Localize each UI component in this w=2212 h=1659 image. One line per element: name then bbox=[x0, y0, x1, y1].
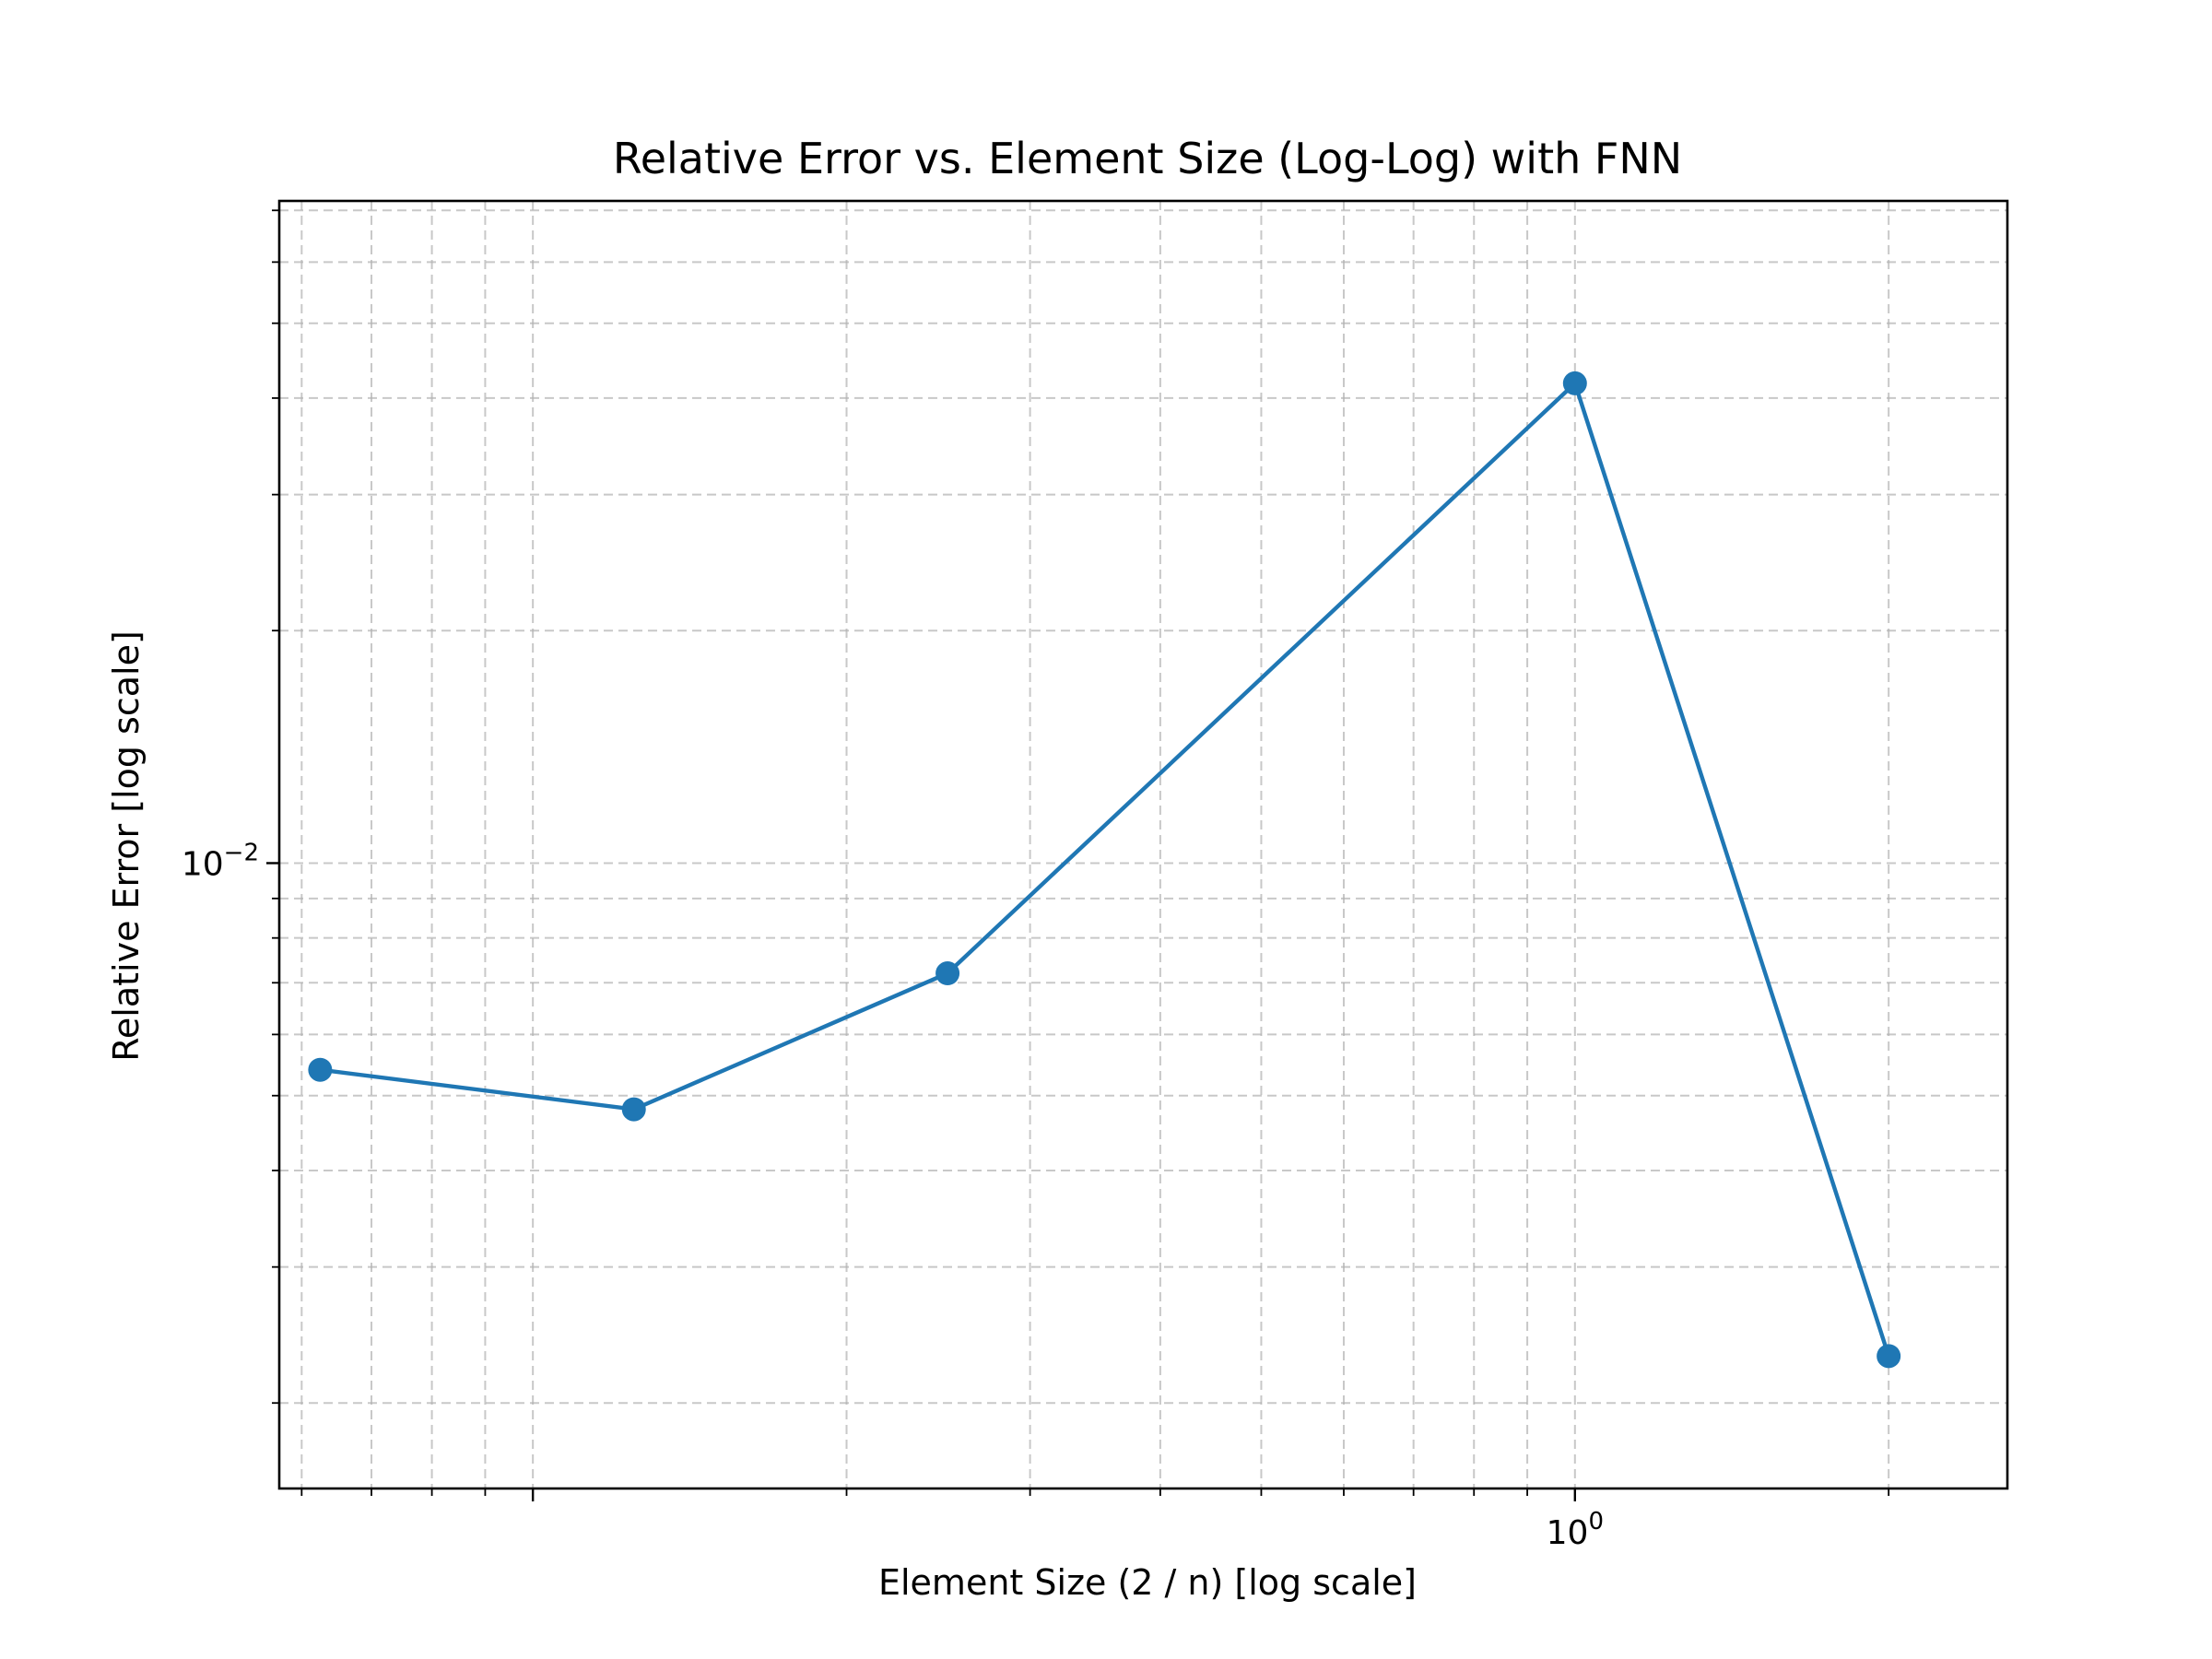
y-axis-label: Relative Error [log scale] bbox=[106, 630, 147, 1062]
data-point bbox=[308, 1057, 333, 1082]
series-line bbox=[318, 381, 1891, 1359]
data-point bbox=[1877, 1344, 1901, 1369]
y-tick-label-base: 10 bbox=[182, 845, 224, 883]
plot-frame bbox=[277, 199, 2009, 1490]
x-tick-label-exponent: 0 bbox=[1588, 1508, 1604, 1535]
x-axis-label: Element Size (2 / n) [log scale] bbox=[878, 1562, 1417, 1603]
y-tick-label: 10−2 bbox=[182, 839, 259, 883]
x-tick-label: 100 bbox=[1547, 1508, 1604, 1552]
chart-title: Relative Error vs. Element Size (Log-Log… bbox=[613, 134, 1682, 183]
data-point bbox=[1562, 371, 1587, 395]
x-tick-label-base: 10 bbox=[1547, 1514, 1589, 1552]
data-point bbox=[621, 1097, 646, 1122]
y-tick-label-exponent: −2 bbox=[224, 839, 259, 866]
series-group bbox=[308, 371, 1901, 1369]
grid-lines bbox=[279, 201, 2007, 1488]
data-point bbox=[935, 961, 960, 986]
